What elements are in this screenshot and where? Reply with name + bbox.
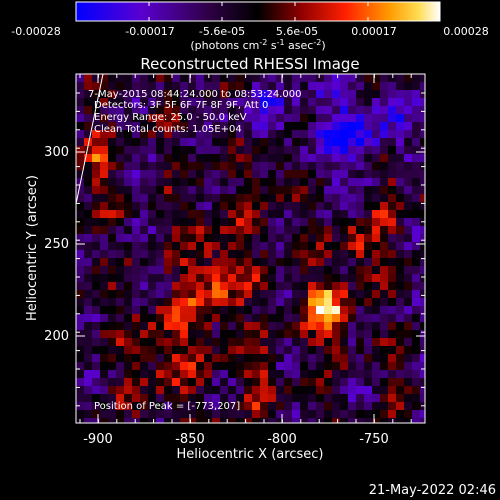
colorbar-tick-3: 5.6e-05 <box>276 25 318 38</box>
colorbar-gradient <box>75 1 441 22</box>
rhessi-image: 7-May-2015 08:44:24.000 to 08:53:24.000 … <box>75 73 426 424</box>
x-tick-label-3: -750 <box>359 432 389 447</box>
y-tick-label-0: 300 <box>44 145 69 160</box>
axis-ticks <box>76 74 425 423</box>
x-tick-label-1: -850 <box>175 432 205 447</box>
x-tick-label-0: -900 <box>83 432 113 447</box>
colorbar-tick-4: 0.00017 <box>351 25 397 38</box>
x-axis-title: Heliocentric X (arcsec) <box>177 447 324 462</box>
colorbar-tick-0: -0.00028 <box>11 25 60 38</box>
y-axis-title: Heliocentric Y (arcsec) <box>25 175 40 321</box>
colorbar-tick-2: -5.6e-05 <box>199 25 245 38</box>
info-line-2: Detectors: 3F 5F 6F 7F 8F 9F, Att 0 <box>94 100 268 111</box>
x-tick-label-2: -800 <box>267 432 297 447</box>
colorbar-units: (photons cm-2 s-1 asec-2) <box>190 38 325 52</box>
image-title: Reconstructed RHESSI Image <box>140 55 359 73</box>
y-tick-label-1: 250 <box>44 237 69 252</box>
y-tick-label-2: 200 <box>44 329 69 344</box>
image-pixels <box>76 74 425 423</box>
colorbar-tick-1: -0.00017 <box>125 25 174 38</box>
info-line-3: Energy Range: 25.0 - 50.0 keV <box>94 112 247 123</box>
colorbar: -0.00028 -0.00017 -5.6e-05 5.6e-05 0.000… <box>11 1 489 52</box>
peak-position-label: Position of Peak = [-773,207] <box>94 401 240 412</box>
info-line-1: 7-May-2015 08:44:24.000 to 08:53:24.000 <box>88 89 301 100</box>
info-line-4: Clean Total counts: 1.05E+04 <box>94 124 242 135</box>
colorbar-tick-5: 0.00028 <box>443 25 489 38</box>
footer-timestamp: 21-May-2022 02:46 <box>369 483 496 498</box>
plot-frame <box>75 73 426 424</box>
solar-limb <box>76 74 104 205</box>
colorbar-ticks <box>75 2 441 21</box>
